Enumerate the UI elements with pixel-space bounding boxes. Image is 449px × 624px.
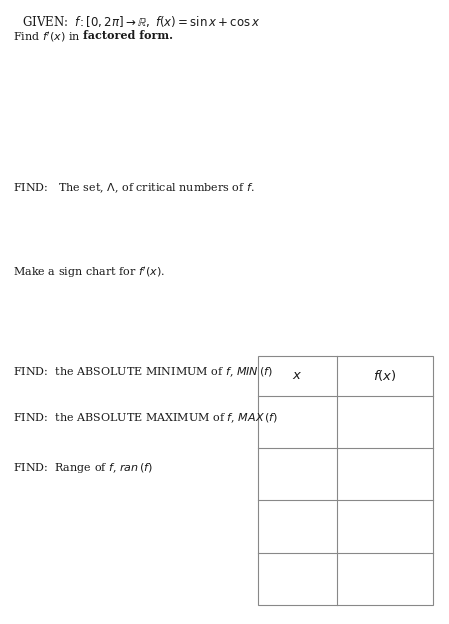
Text: factored form.: factored form. [83,30,173,41]
Text: $f(x)$: $f(x)$ [373,368,397,383]
Bar [258,356,433,605]
Text: Find $f^{\prime}(x)$ in: Find $f^{\prime}(x)$ in [13,30,81,44]
Text: FIND:  the ABSOLUTE MINIMUM of $f$, $MIN\,(f)$: FIND: the ABSOLUTE MINIMUM of $f$, $MIN\… [13,365,273,379]
Text: FIND:  Range of $f$, $ran\,(f)$: FIND: Range of $f$, $ran\,(f)$ [13,461,154,474]
Text: FIND:   The set, $\Lambda$, of critical numbers of $f$.: FIND: The set, $\Lambda$, of critical nu… [13,181,255,195]
Text: $x$: $x$ [292,369,303,382]
Text: GIVEN:  $f\!:[0, 2\pi] \rightarrow \mathbb{R},\ f(x) = \sin x + \cos x$: GIVEN: $f\!:[0, 2\pi] \rightarrow \mathb… [22,14,261,29]
Text: FIND:  the ABSOLUTE MAXIMUM of $f$, $MAX\,(f)$: FIND: the ABSOLUTE MAXIMUM of $f$, $MAX\… [13,412,279,426]
Text: Make a sign chart for $f^{\prime}(x)$.: Make a sign chart for $f^{\prime}(x)$. [13,265,166,280]
